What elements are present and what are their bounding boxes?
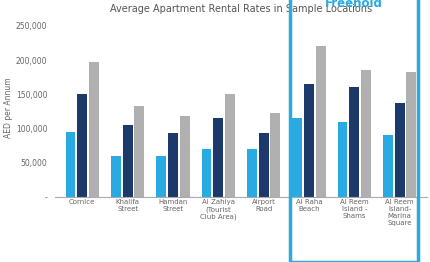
Bar bbox=[134, 106, 144, 196]
Bar bbox=[65, 132, 75, 196]
Bar bbox=[315, 46, 325, 196]
Bar bbox=[337, 122, 347, 196]
Bar bbox=[77, 94, 87, 196]
Text: Freehold: Freehold bbox=[325, 0, 382, 10]
Bar bbox=[89, 62, 99, 196]
Bar bbox=[168, 133, 178, 196]
Bar bbox=[303, 84, 313, 196]
Bar bbox=[270, 113, 280, 196]
Bar bbox=[246, 149, 256, 196]
Bar bbox=[258, 133, 268, 196]
Bar bbox=[360, 70, 370, 196]
Bar bbox=[405, 72, 415, 196]
Bar bbox=[394, 103, 404, 196]
Bar bbox=[179, 116, 189, 196]
Bar bbox=[292, 118, 301, 196]
Bar bbox=[111, 156, 120, 196]
Bar bbox=[382, 135, 392, 196]
Bar bbox=[213, 118, 223, 196]
Bar bbox=[156, 156, 166, 196]
Title: Average Apartment Rental Rates in Sample Locations: Average Apartment Rental Rates in Sample… bbox=[110, 4, 371, 14]
Y-axis label: AED per Annum: AED per Annum bbox=[4, 78, 13, 138]
Bar bbox=[201, 149, 211, 196]
Bar bbox=[348, 88, 359, 196]
Bar bbox=[224, 94, 234, 196]
Bar bbox=[123, 125, 132, 196]
